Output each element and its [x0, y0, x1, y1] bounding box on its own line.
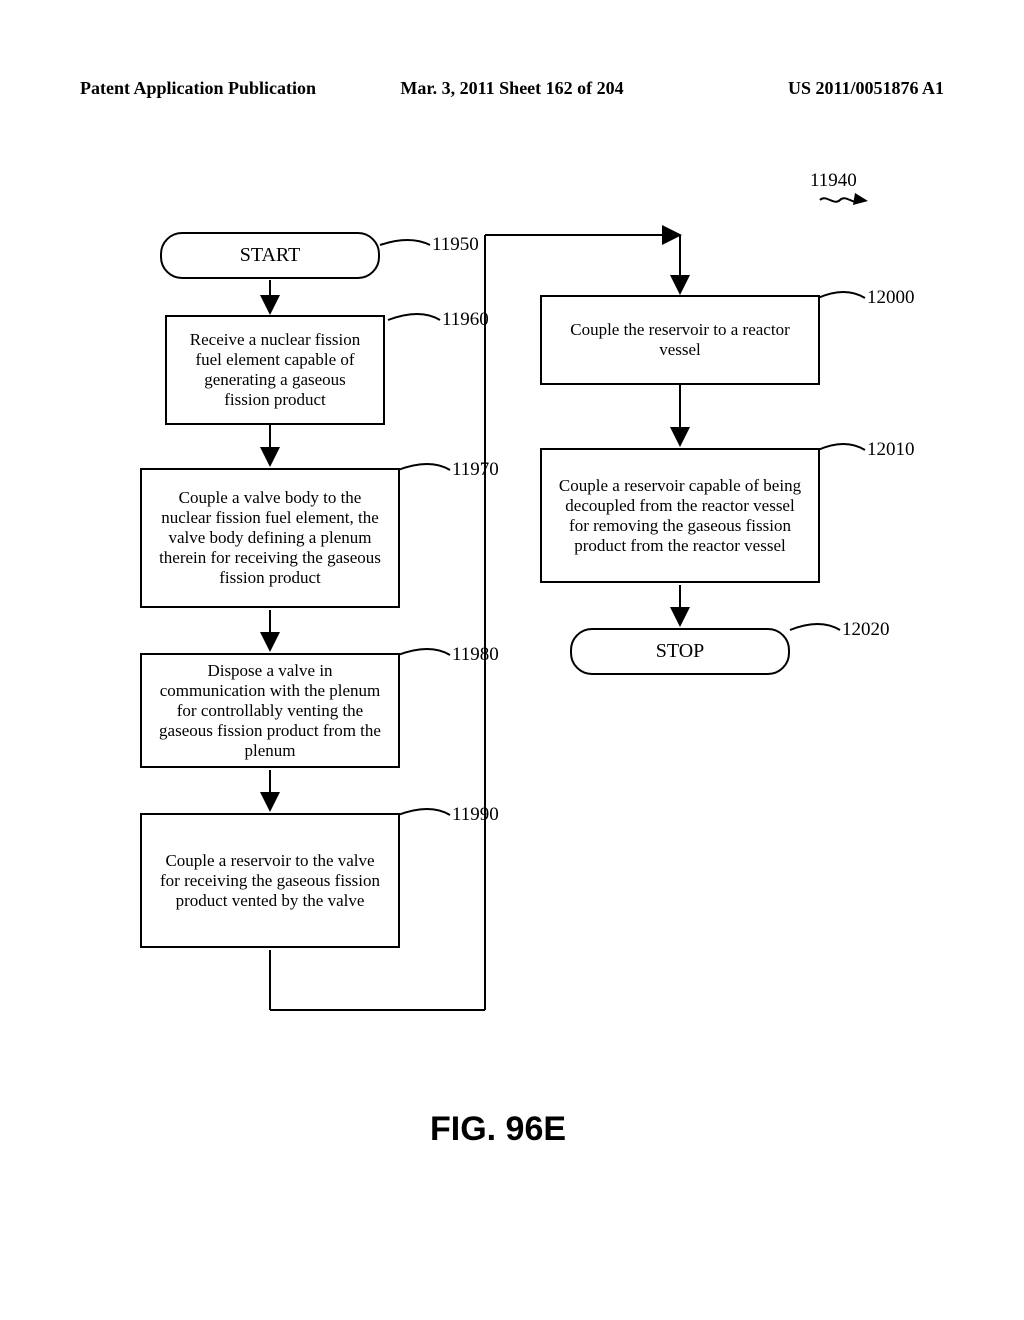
process-11980: Dispose a valve in communication with th…	[140, 653, 400, 768]
process-11990-text: Couple a reservoir to the valve for rece…	[156, 851, 384, 911]
ref-12020: 12020	[842, 619, 890, 641]
process-11990: Couple a reservoir to the valve for rece…	[140, 813, 400, 948]
ref-12000: 12000	[867, 287, 915, 309]
terminator-start: START	[160, 232, 380, 279]
figure-caption: FIG. 96E	[430, 1110, 566, 1149]
ref-11940: 11940	[810, 170, 857, 192]
ref-11980: 11980	[452, 644, 499, 666]
ref-11960: 11960	[442, 309, 489, 331]
stop-text: STOP	[656, 640, 705, 662]
ref-12010: 12010	[867, 439, 915, 461]
process-12010-text: Couple a reservoir capable of being deco…	[556, 476, 804, 556]
start-text: START	[240, 244, 301, 266]
page-header: Patent Application Publication Mar. 3, 2…	[0, 78, 1024, 99]
ref-11950: 11950	[432, 234, 479, 256]
header-right: US 2011/0051876 A1	[788, 78, 944, 99]
process-11960-text: Receive a nuclear fission fuel element c…	[181, 330, 369, 410]
process-11980-text: Dispose a valve in communication with th…	[156, 661, 384, 761]
process-11970: Couple a valve body to the nuclear fissi…	[140, 468, 400, 608]
process-11970-text: Couple a valve body to the nuclear fissi…	[156, 488, 384, 588]
header-center: Mar. 3, 2011 Sheet 162 of 204	[400, 78, 623, 99]
process-12000: Couple the reservoir to a reactor vessel	[540, 295, 820, 385]
ref-11990: 11990	[452, 804, 499, 826]
process-12000-text: Couple the reservoir to a reactor vessel	[556, 320, 804, 360]
process-11960: Receive a nuclear fission fuel element c…	[165, 315, 385, 425]
flowchart: START 11950 Receive a nuclear fission fu…	[120, 190, 920, 1140]
header-left: Patent Application Publication	[80, 78, 316, 99]
terminator-stop: STOP	[570, 628, 790, 675]
ref-11970: 11970	[452, 459, 499, 481]
process-12010: Couple a reservoir capable of being deco…	[540, 448, 820, 583]
